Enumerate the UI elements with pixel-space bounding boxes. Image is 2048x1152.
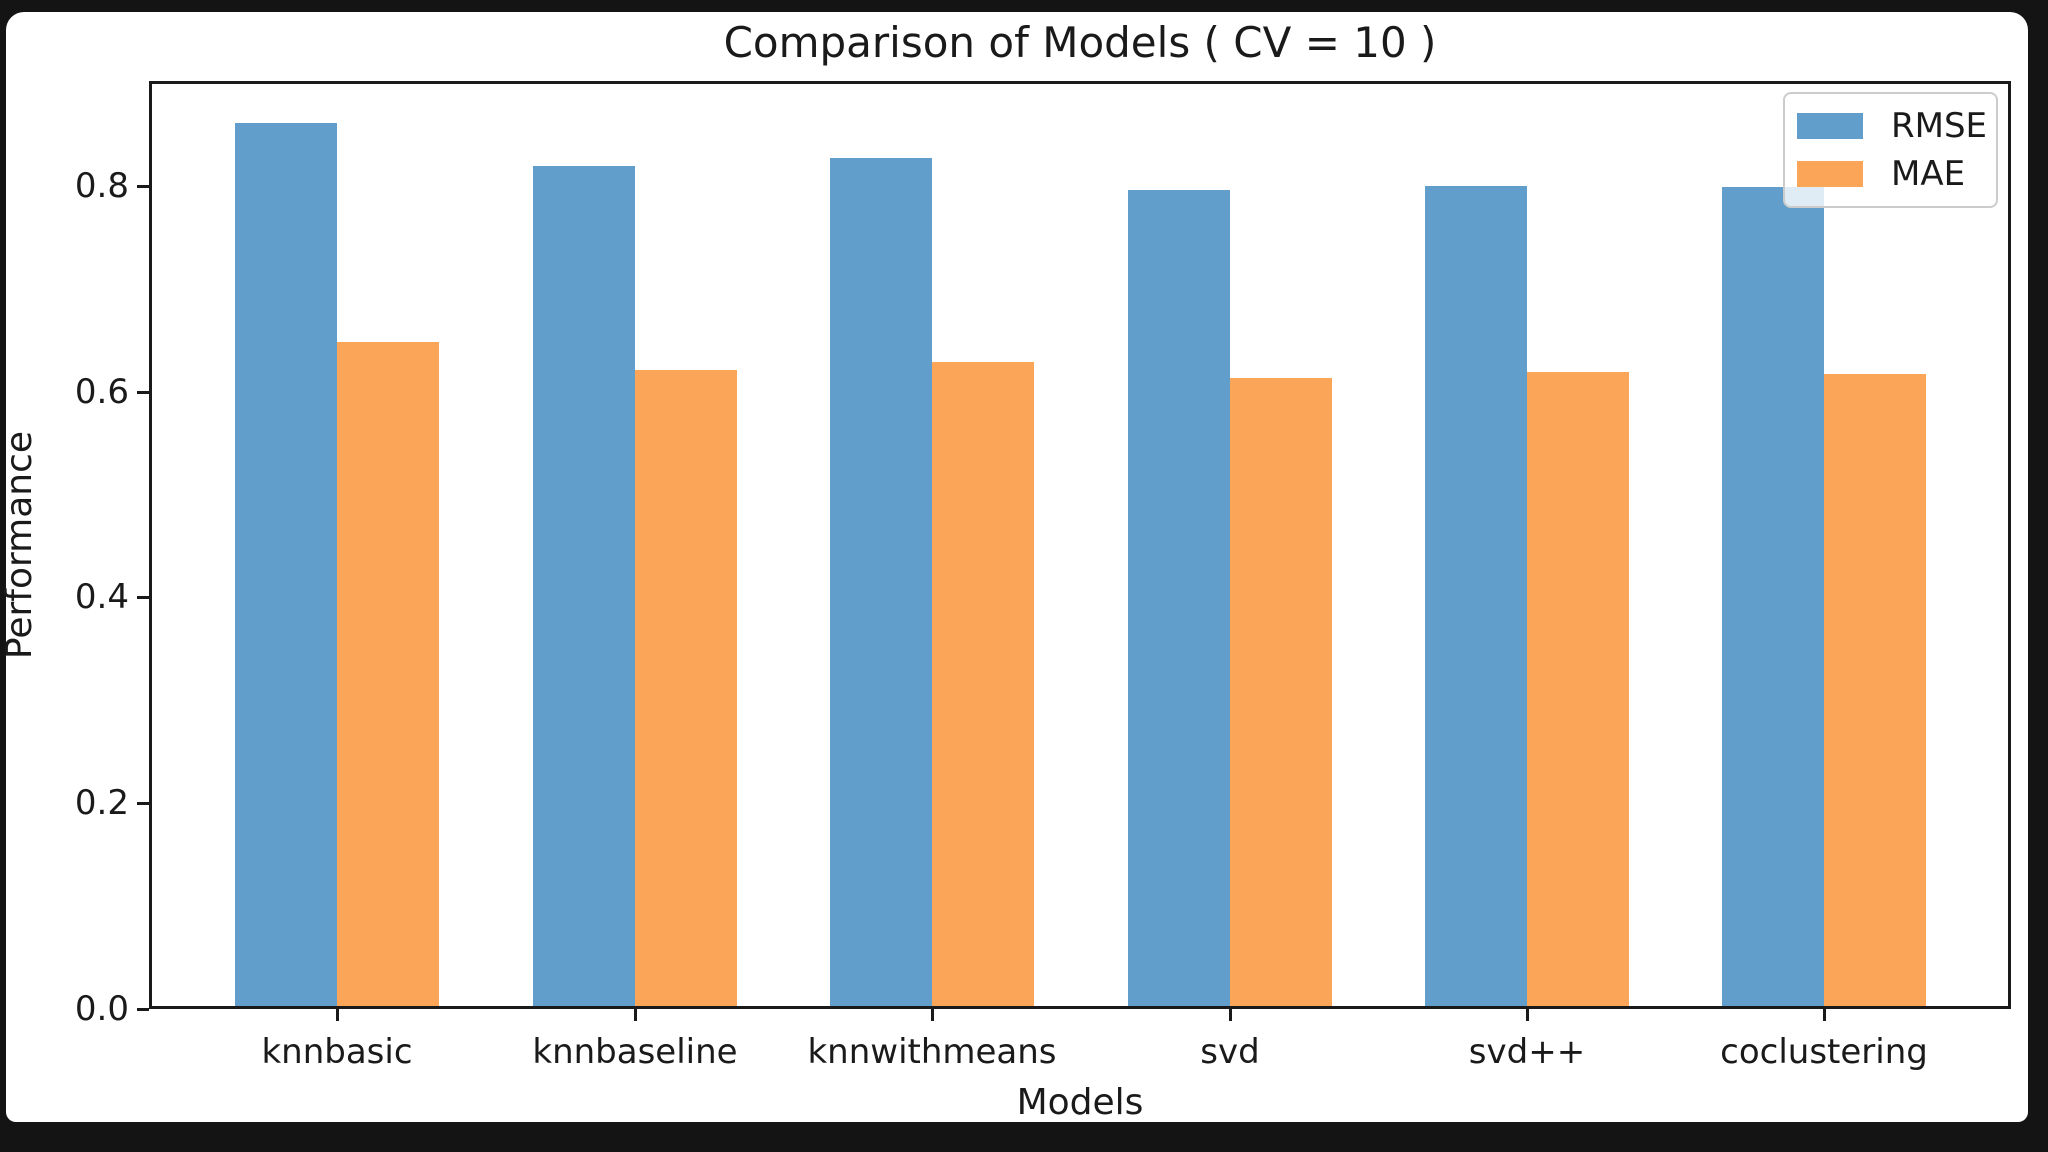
x-tick-label-svd: svd bbox=[1200, 1032, 1260, 1072]
x-tick-label-knnwithmeans: knnwithmeans bbox=[807, 1032, 1057, 1072]
bar-mae-coclustering bbox=[1824, 374, 1926, 1009]
x-tick-mark bbox=[1823, 1009, 1826, 1021]
x-axis-label: Models bbox=[1016, 1082, 1144, 1123]
chart-title: Comparison of Models ( CV = 10 ) bbox=[723, 18, 1437, 67]
y-tick-mark bbox=[137, 185, 149, 188]
bar-mae-svd++ bbox=[1527, 372, 1629, 1009]
x-tick-label-knnbasic: knnbasic bbox=[261, 1032, 413, 1072]
bar-rmse-svd bbox=[1128, 190, 1230, 1009]
legend-item-rmse: RMSE bbox=[1797, 102, 1988, 150]
x-tick-mark bbox=[1526, 1009, 1529, 1021]
y-tick-label: 0.6 bbox=[74, 372, 129, 412]
legend-item-mae: MAE bbox=[1797, 150, 1984, 198]
x-tick-mark bbox=[336, 1009, 339, 1021]
bar-rmse-knnwithmeans bbox=[830, 158, 932, 1009]
bar-mae-knnwithmeans bbox=[932, 362, 1034, 1009]
bar-mae-svd bbox=[1230, 378, 1332, 1009]
bar-rmse-knnbasic bbox=[235, 123, 337, 1009]
y-axis-label: Performance bbox=[0, 430, 40, 660]
bar-mae-knnbaseline bbox=[635, 370, 737, 1009]
y-tick-mark bbox=[137, 596, 149, 599]
y-tick-label: 0.2 bbox=[74, 783, 129, 823]
legend: RMSE MAE bbox=[1783, 92, 1998, 208]
x-tick-label-svd++: svd++ bbox=[1468, 1032, 1586, 1072]
legend-swatch-rmse bbox=[1797, 113, 1863, 139]
x-tick-label-coclustering: coclustering bbox=[1720, 1032, 1928, 1072]
legend-label-mae: MAE bbox=[1891, 154, 1966, 194]
x-tick-mark bbox=[634, 1009, 637, 1021]
y-tick-label: 0.8 bbox=[74, 166, 129, 206]
x-tick-mark bbox=[1229, 1009, 1232, 1021]
y-tick-label: 0.0 bbox=[74, 989, 129, 1029]
x-tick-mark bbox=[931, 1009, 934, 1021]
legend-label-rmse: RMSE bbox=[1891, 106, 1988, 146]
y-tick-mark bbox=[137, 802, 149, 805]
bar-rmse-coclustering bbox=[1722, 187, 1824, 1009]
y-tick-mark bbox=[137, 391, 149, 394]
y-tick-label: 0.4 bbox=[74, 577, 129, 617]
legend-swatch-mae bbox=[1797, 161, 1863, 187]
bar-mae-knnbasic bbox=[337, 342, 439, 1009]
x-tick-label-knnbaseline: knnbaseline bbox=[532, 1032, 738, 1072]
y-tick-mark bbox=[137, 1008, 149, 1011]
bar-rmse-knnbaseline bbox=[533, 166, 635, 1009]
bar-rmse-svd++ bbox=[1425, 186, 1527, 1009]
